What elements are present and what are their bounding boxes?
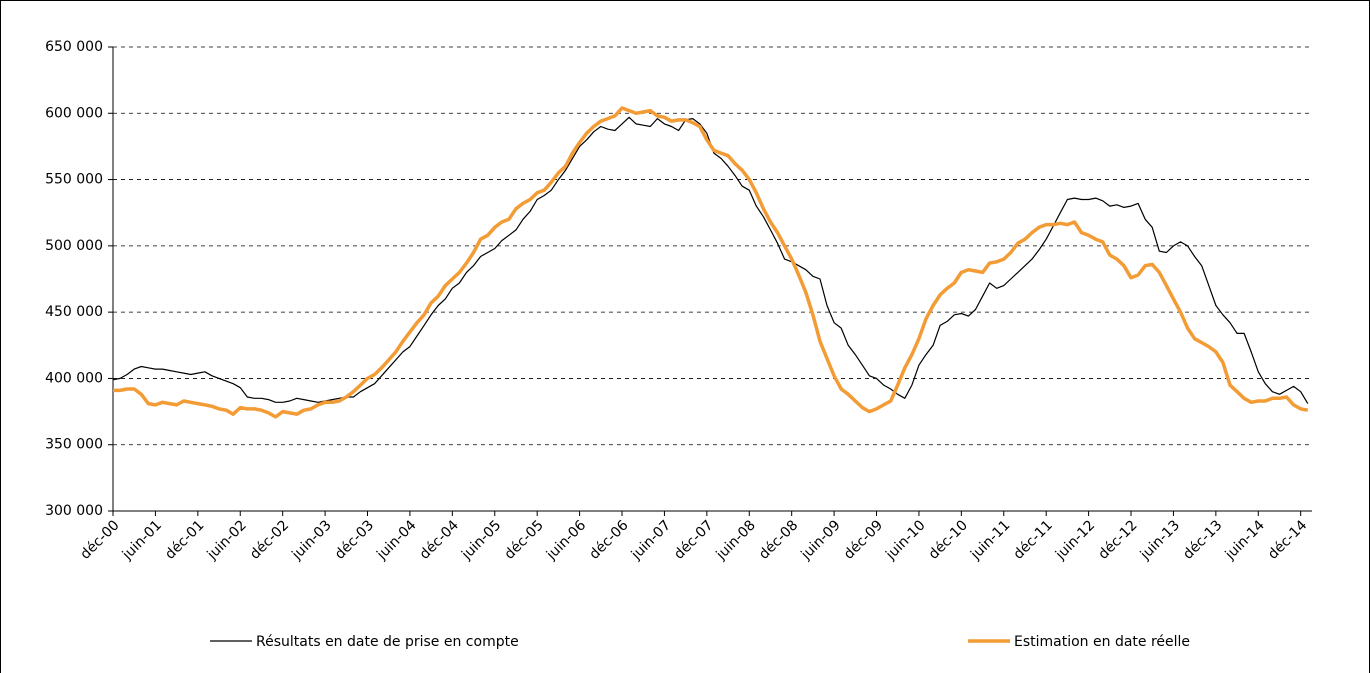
y-tick-label: 650 000 xyxy=(45,39,103,55)
y-tick-label: 600 000 xyxy=(45,105,103,121)
x-tick-label: déc-06 xyxy=(586,517,631,562)
x-tick-label: déc-13 xyxy=(1180,517,1225,562)
y-tick-label: 550 000 xyxy=(45,172,103,188)
x-tick-label: juin-05 xyxy=(458,517,504,563)
x-tick-label: déc-08 xyxy=(756,517,801,562)
x-tick-label: juin-10 xyxy=(882,517,928,563)
x-tick-label: déc-00 xyxy=(77,517,122,562)
x-tick-label: déc-11 xyxy=(1011,517,1056,562)
x-tick-label: juin-13 xyxy=(1137,517,1183,563)
y-tick-label: 450 000 xyxy=(45,304,103,320)
x-tick-label: juin-07 xyxy=(628,517,674,563)
x-tick-label: déc-14 xyxy=(1265,517,1310,562)
x-tick-label: déc-12 xyxy=(1095,517,1140,562)
legend-label: Estimation en date réelle xyxy=(1014,634,1190,650)
x-tick-label: juin-04 xyxy=(373,517,419,563)
x-tick-label: déc-05 xyxy=(502,517,547,562)
legend-label: Résultats en date de prise en compte xyxy=(256,634,519,650)
y-tick-label: 350 000 xyxy=(45,437,103,453)
x-tick-label: juin-09 xyxy=(798,517,844,563)
x-tick-label: juin-08 xyxy=(713,517,759,563)
x-tick-label: déc-03 xyxy=(332,517,377,562)
x-tick-label: juin-02 xyxy=(204,517,250,563)
x-tick-label: déc-07 xyxy=(671,517,716,562)
x-tick-label: déc-04 xyxy=(417,517,462,562)
y-tick-label: 400 000 xyxy=(45,370,103,386)
x-tick-label: déc-02 xyxy=(247,517,292,562)
x-tick-label: déc-09 xyxy=(841,517,886,562)
series-line xyxy=(113,106,1309,419)
x-tick-label: déc-01 xyxy=(162,517,207,562)
x-tick-label: juin-03 xyxy=(288,517,334,563)
y-tick-label: 300 000 xyxy=(45,503,103,519)
x-tick-label: juin-14 xyxy=(1222,517,1268,563)
x-tick-label: juin-12 xyxy=(1052,517,1098,563)
x-tick-label: juin-06 xyxy=(543,517,589,563)
x-tick-label: juin-11 xyxy=(967,517,1013,563)
x-tick-label: déc-10 xyxy=(926,517,971,562)
y-tick-label: 500 000 xyxy=(45,238,103,254)
x-tick-label: juin-01 xyxy=(119,517,165,563)
series-line xyxy=(112,116,1309,404)
